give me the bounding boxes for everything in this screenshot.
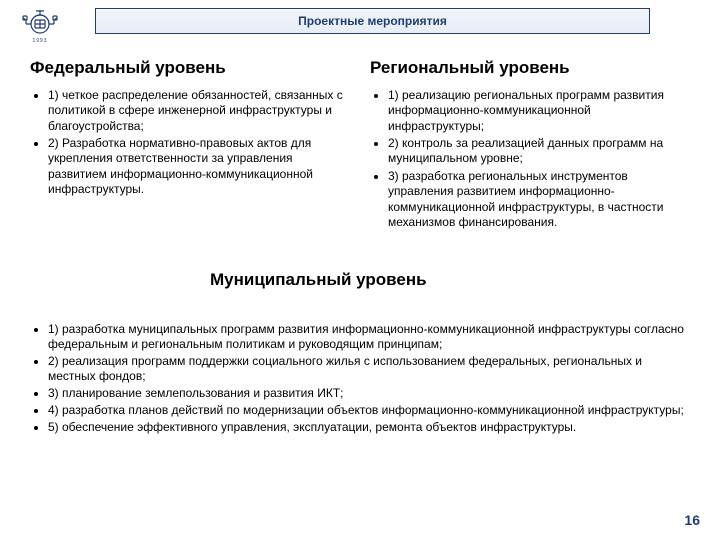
page-number: 16 xyxy=(684,512,700,528)
list-item: 4) разработка планов действий по модерни… xyxy=(48,403,690,418)
list-item: 2) Разработка нормативно-правовых актов … xyxy=(48,136,350,197)
regional-column: Региональный уровень 1) реализацию регио… xyxy=(370,58,690,232)
header-band: Проектные мероприятия xyxy=(95,8,650,34)
regional-title: Региональный уровень xyxy=(370,58,690,78)
list-item: 1) четкое распределение обязанностей, св… xyxy=(48,88,350,134)
list-item: 1) разработка муниципальных программ раз… xyxy=(48,322,690,352)
municipal-list-wrap: 1) разработка муниципальных программ раз… xyxy=(30,322,690,437)
header-title: Проектные мероприятия xyxy=(298,14,447,28)
list-item: 3) разработка региональных инструментов … xyxy=(388,169,690,230)
list-item: 5) обеспечение эффективного управления, … xyxy=(48,420,690,435)
municipal-title: Муниципальный уровень xyxy=(210,270,427,290)
municipal-list: 1) разработка муниципальных программ раз… xyxy=(30,322,690,435)
emblem-icon xyxy=(18,4,62,40)
federal-column: Федеральный уровень 1) четкое распределе… xyxy=(30,58,350,232)
list-item: 2) контроль за реализацией данных програ… xyxy=(388,136,690,167)
list-item: 3) планирование землепользования и разви… xyxy=(48,386,690,401)
logo-year: 1993 xyxy=(32,38,47,44)
list-item: 1) реализацию региональных программ разв… xyxy=(388,88,690,134)
federal-title: Федеральный уровень xyxy=(30,58,350,78)
two-columns: Федеральный уровень 1) четкое распределе… xyxy=(30,58,690,232)
regional-list: 1) реализацию региональных программ разв… xyxy=(370,88,690,230)
logo: 1993 xyxy=(18,2,62,46)
federal-list: 1) четкое распределение обязанностей, св… xyxy=(30,88,350,198)
list-item: 2) реализация программ поддержки социаль… xyxy=(48,354,690,384)
